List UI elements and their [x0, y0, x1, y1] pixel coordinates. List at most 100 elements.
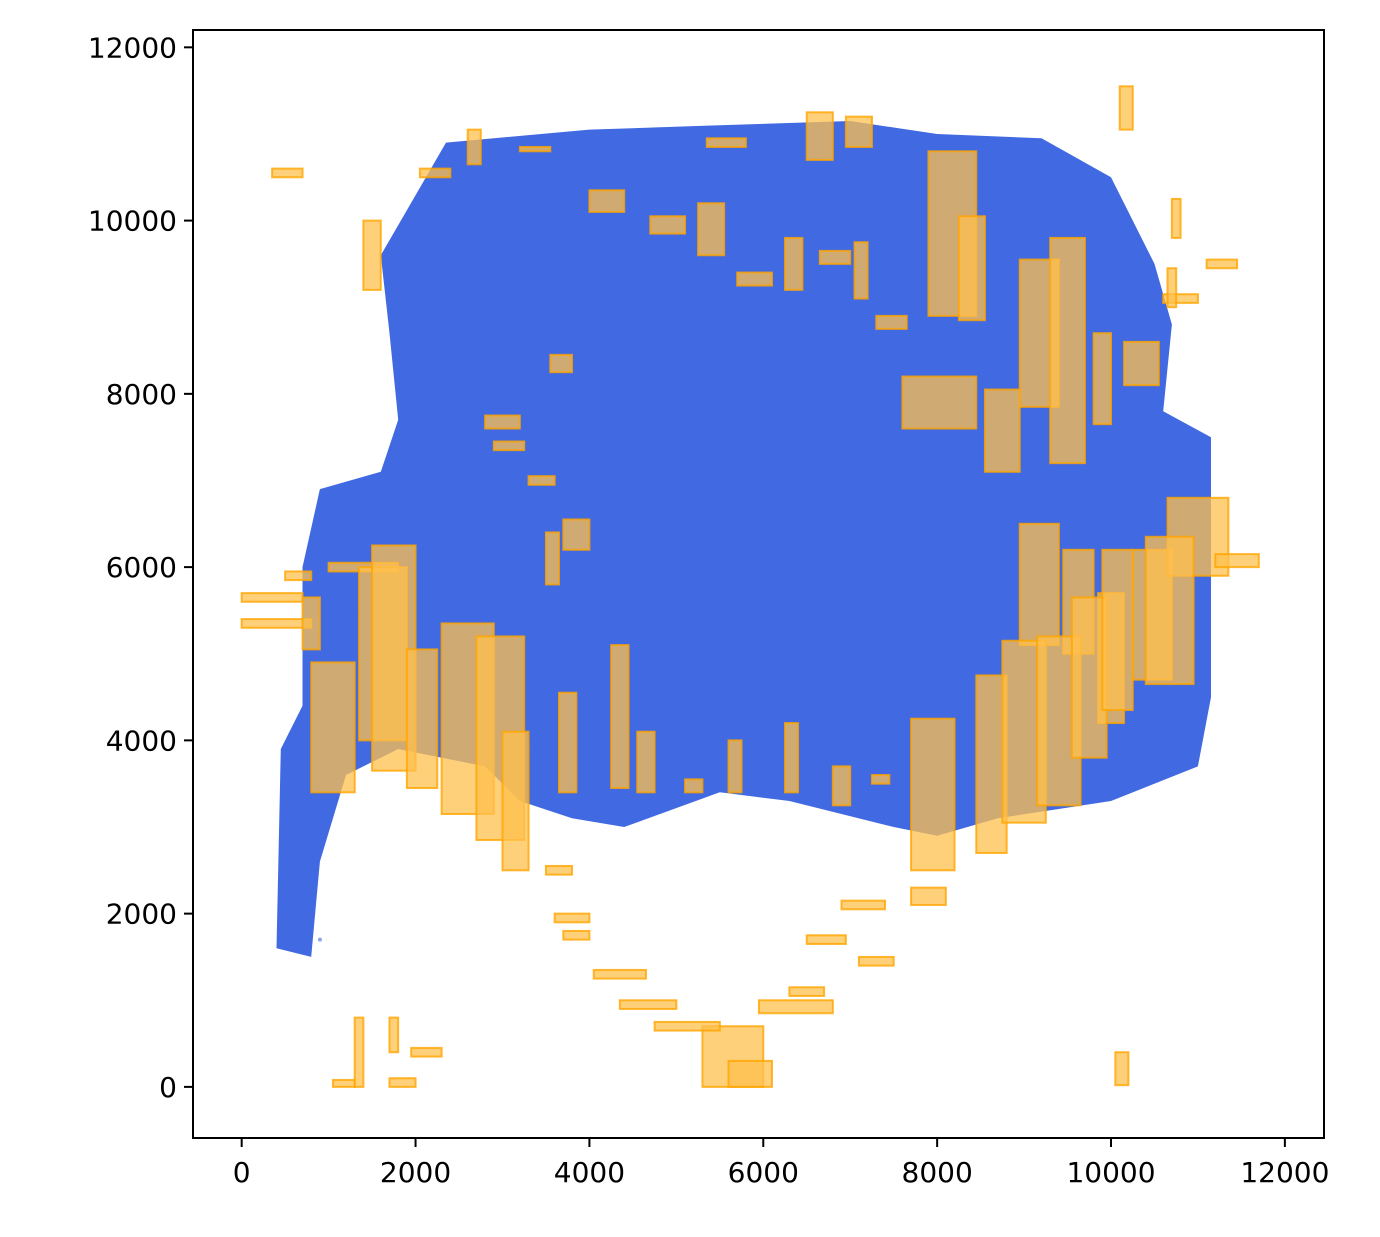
box-mark [784, 236, 804, 291]
data-point [874, 374, 879, 379]
y-tick-label: 12000 [88, 31, 177, 64]
box-mark [562, 929, 591, 941]
data-point [517, 235, 522, 240]
data-point [691, 157, 696, 162]
box-mark [1214, 553, 1260, 569]
box-mark [284, 570, 313, 582]
box-mark [562, 518, 591, 551]
data-point [448, 400, 453, 405]
y-tick-label: 6000 [106, 551, 177, 584]
x-tick-label: 4000 [554, 1156, 625, 1189]
box-mark [1205, 258, 1239, 270]
box-mark [853, 241, 869, 300]
box-mark [901, 375, 978, 430]
data-point [404, 513, 409, 518]
box-mark [410, 1046, 443, 1058]
data-point [1195, 651, 1200, 656]
box-mark [492, 440, 526, 452]
box-mark [405, 648, 439, 790]
box-mark [844, 115, 873, 148]
box-mark [484, 414, 521, 430]
box-mark [1144, 535, 1195, 686]
data-point [639, 253, 644, 258]
box-mark [653, 1020, 721, 1032]
box-mark [240, 618, 313, 629]
box-mark [544, 531, 560, 586]
data-point [769, 686, 774, 691]
box-mark [310, 661, 356, 794]
box-mark [736, 271, 773, 287]
box-mark [727, 739, 743, 794]
box-mark [1170, 197, 1182, 239]
x-tick-label: 8000 [902, 1156, 973, 1189]
boxes-series [240, 85, 1260, 1088]
data-point [604, 547, 609, 552]
data-point [291, 928, 296, 933]
box-mark [1018, 522, 1060, 647]
data-point [874, 703, 879, 708]
x-tick-label: 12000 [1240, 1156, 1329, 1189]
box-mark [271, 167, 304, 179]
data-point [561, 651, 566, 656]
box-mark [353, 1016, 365, 1088]
y-tick-label: 2000 [106, 898, 177, 931]
data-point [474, 313, 479, 318]
box-mark [636, 730, 656, 794]
data-point [352, 608, 357, 613]
box-mark [362, 219, 382, 291]
box-mark [805, 111, 834, 161]
data-point [648, 443, 653, 448]
box-mark [870, 774, 891, 785]
box-mark [527, 475, 556, 486]
x-tick-label: 10000 [1066, 1156, 1155, 1189]
box-mark [875, 314, 908, 330]
data-point [291, 824, 296, 829]
x-tick-label: 0 [233, 1156, 251, 1189]
box-mark [610, 644, 630, 790]
data-point [1048, 504, 1053, 509]
data-point [683, 339, 688, 344]
box-mark [957, 215, 986, 322]
data-point [952, 487, 957, 492]
data-point [1143, 513, 1148, 518]
y-tick-label: 0 [159, 1071, 177, 1104]
x-tick-label: 6000 [728, 1156, 799, 1189]
data-point [1204, 452, 1209, 457]
box-mark [618, 999, 678, 1010]
data-point [578, 331, 583, 336]
box-mark [649, 215, 687, 235]
data-point [778, 357, 783, 362]
data-point [752, 452, 757, 457]
data-point [317, 937, 322, 942]
box-mark [240, 592, 304, 603]
box-mark [684, 778, 704, 794]
box-mark [544, 864, 574, 876]
box-mark [757, 999, 834, 1015]
box-mark [1118, 85, 1134, 131]
box-mark [588, 189, 626, 213]
data-point [743, 781, 748, 786]
y-tick-label: 10000 [88, 205, 177, 238]
data-point [709, 565, 714, 570]
box-mark [1162, 293, 1199, 304]
box-mark [592, 968, 647, 980]
box-mark [788, 986, 826, 997]
box-mark [818, 249, 852, 265]
data-point [978, 391, 983, 396]
box-mark [831, 765, 852, 807]
y-tick-label: 8000 [106, 378, 177, 411]
box-mark [840, 899, 886, 911]
data-point [300, 894, 305, 899]
data-point [848, 469, 853, 474]
box-mark [910, 886, 947, 906]
data-point [813, 573, 818, 578]
box-mark [466, 128, 482, 166]
box-mark [1123, 340, 1160, 387]
data-point [665, 669, 670, 674]
plot-frame [192, 29, 1325, 1139]
box-mark [1049, 236, 1086, 465]
box-mark [388, 1016, 400, 1054]
box-mark [1101, 548, 1134, 712]
box-mark [784, 722, 800, 794]
